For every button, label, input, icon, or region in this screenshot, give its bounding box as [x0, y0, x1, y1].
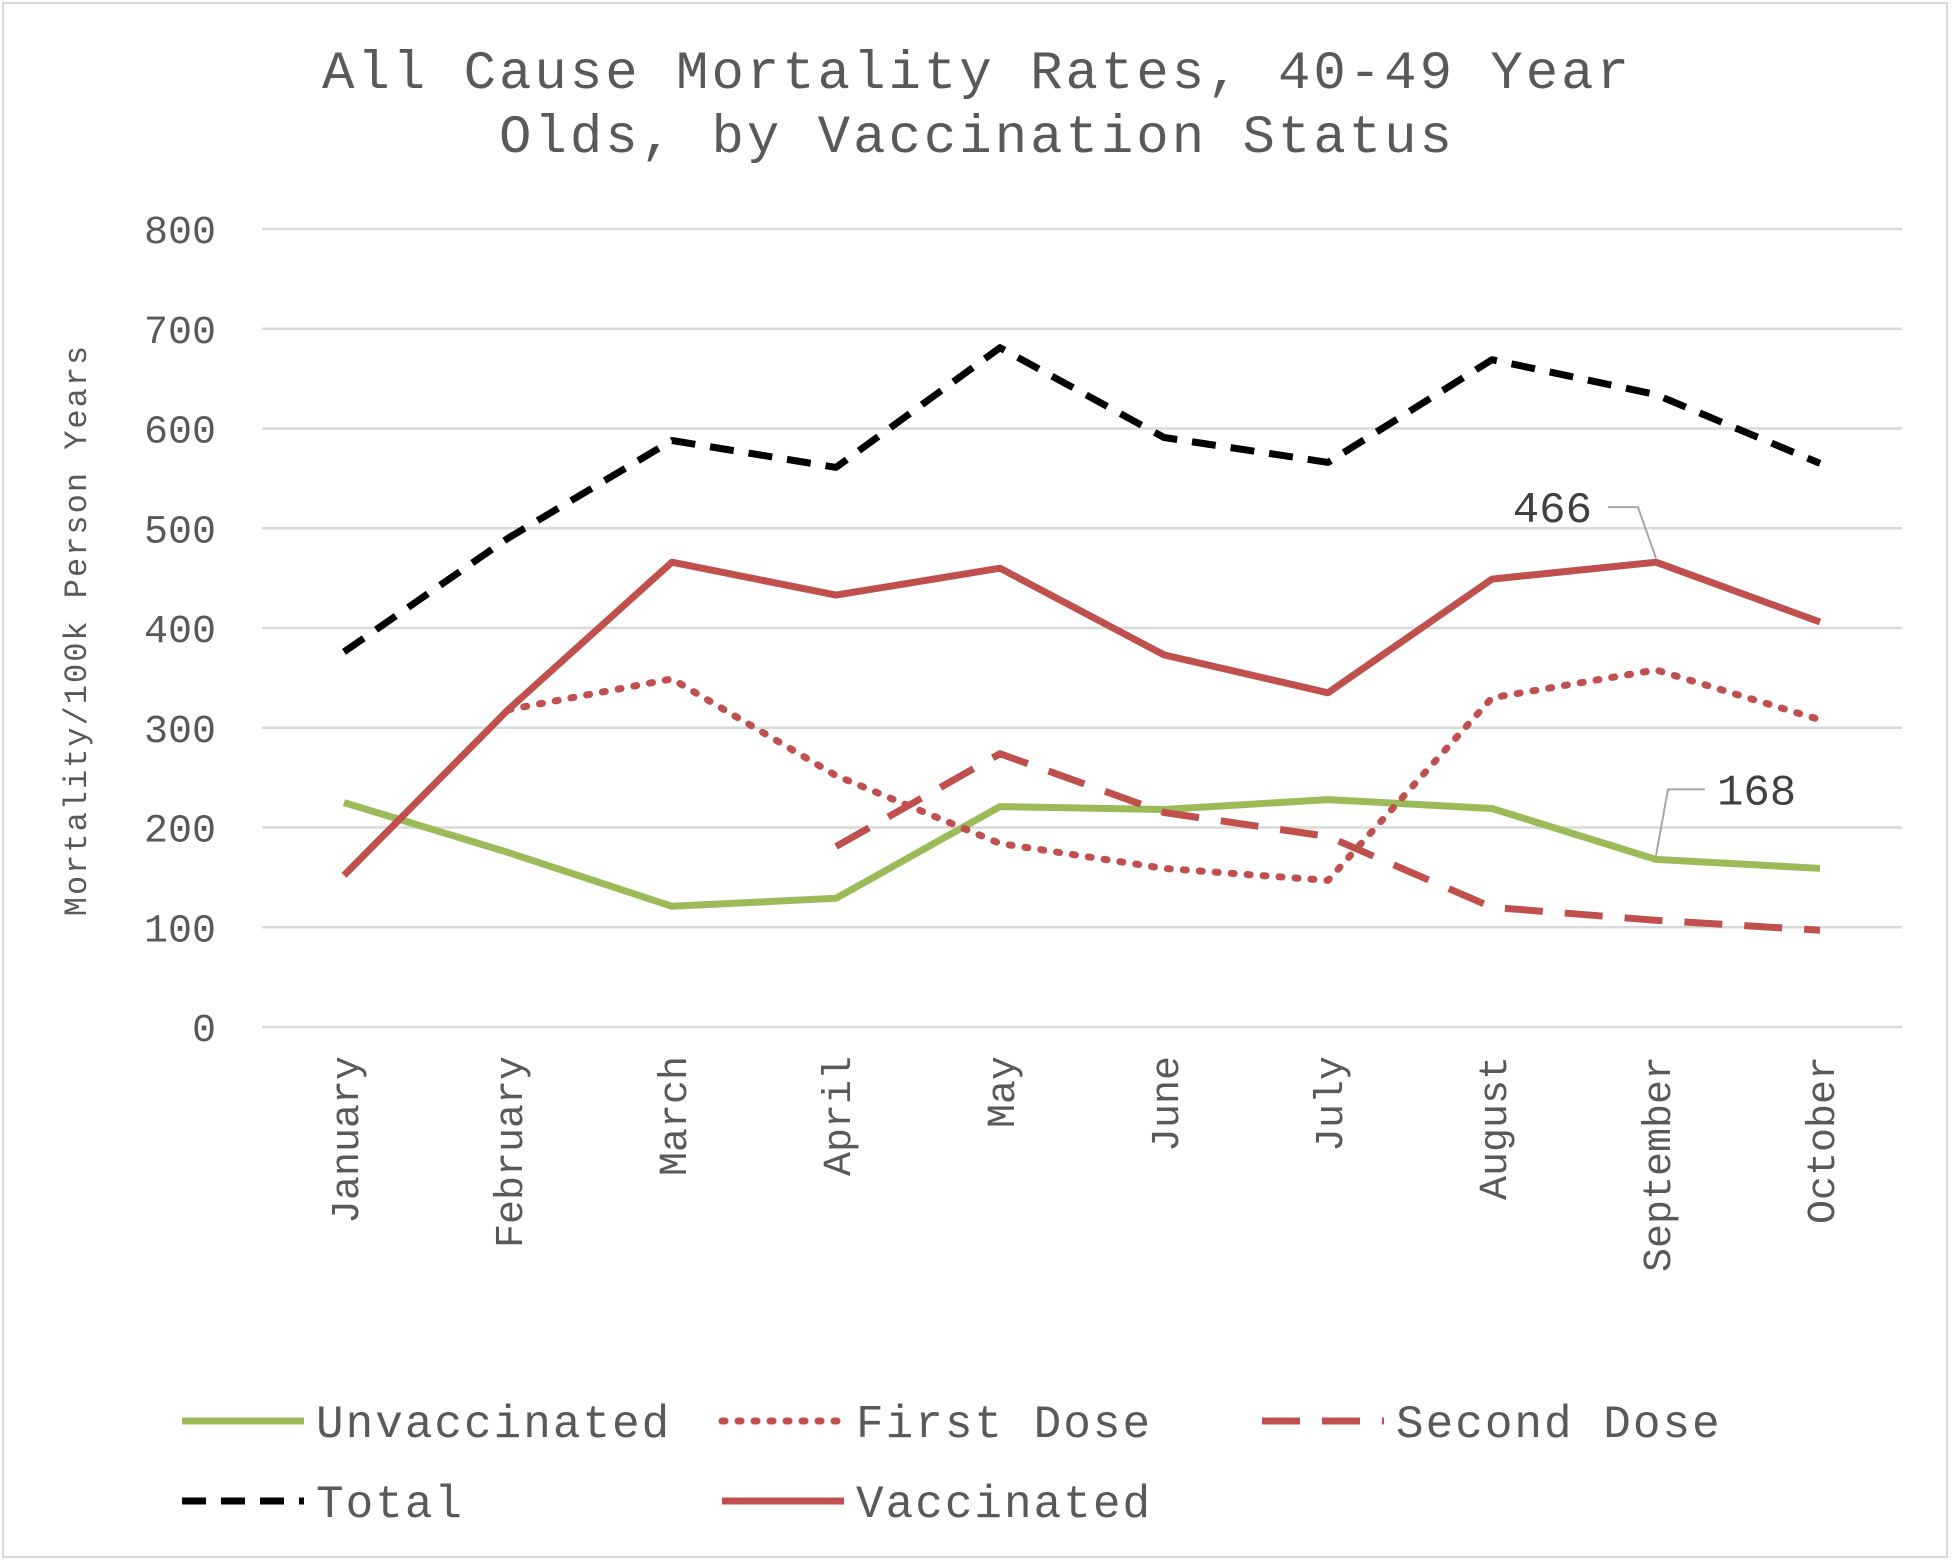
y-axis-title: Mortality/100k Person Years — [59, 344, 96, 916]
series-line-first-dose — [504, 666, 1824, 884]
chart-title-line1: All Cause Mortality Rates, 40-49 Year — [322, 44, 1632, 105]
y-tick-label-200: 200 — [144, 810, 216, 855]
y-tick-labels: 0 100 200 300 400 500 600 700 800 — [144, 211, 216, 1054]
line-chart: All Cause Mortality Rates, 40-49 Year Ol… — [59, 44, 1902, 1531]
x-tick-label-august: August — [1474, 1056, 1519, 1200]
leader-line-466 — [1608, 506, 1657, 559]
leader-line-168 — [1655, 788, 1705, 856]
y-tick-label-600: 600 — [144, 411, 216, 456]
series-line-vaccinated — [341, 558, 1822, 878]
data-labels: 466 168 — [1513, 486, 1796, 856]
chart-title-line2: Olds, by Vaccination Status — [499, 108, 1455, 169]
legend-label-vaccinated: Vaccinated — [856, 1479, 1152, 1531]
legend-label-unvaccinated: Unvaccinated — [316, 1399, 671, 1451]
legend: Unvaccinated First Dose Second Dose Total Va… — [182, 1399, 1722, 1531]
x-tick-label-february: February — [490, 1056, 535, 1248]
series-line-unvaccinated — [342, 796, 1821, 910]
legend-label-total: Total — [316, 1479, 464, 1531]
series-lines — [341, 344, 1824, 934]
series-line-total — [342, 344, 1822, 655]
series-line-second-dose — [834, 750, 1821, 934]
y-tick-label-500: 500 — [144, 510, 216, 555]
y-tick-label-0: 0 — [192, 1009, 216, 1054]
x-tick-label-may: May — [982, 1056, 1027, 1128]
x-tick-label-march: March — [654, 1056, 699, 1176]
x-tick-label-january: January — [326, 1056, 371, 1224]
y-tick-label-700: 700 — [144, 311, 216, 356]
x-tick-label-september: September — [1638, 1056, 1683, 1272]
y-tick-label-100: 100 — [144, 909, 216, 954]
gridlines — [262, 227, 1902, 1029]
x-tick-label-april: April — [818, 1056, 863, 1176]
y-tick-label-300: 300 — [144, 710, 216, 755]
y-tick-label-800: 800 — [144, 211, 216, 256]
data-label-168: 168 — [1717, 768, 1796, 818]
x-tick-label-july: July — [1310, 1056, 1355, 1152]
x-tick-label-june: June — [1146, 1056, 1191, 1152]
x-tick-label-october: October — [1802, 1056, 1847, 1224]
data-label-466: 466 — [1513, 486, 1592, 536]
legend-label-first-dose: First Dose — [856, 1399, 1152, 1451]
x-tick-labels: January February March April May June July Augu… — [326, 1056, 1847, 1272]
y-tick-label-400: 400 — [144, 610, 216, 655]
legend-label-second-dose: Second Dose — [1396, 1399, 1722, 1451]
